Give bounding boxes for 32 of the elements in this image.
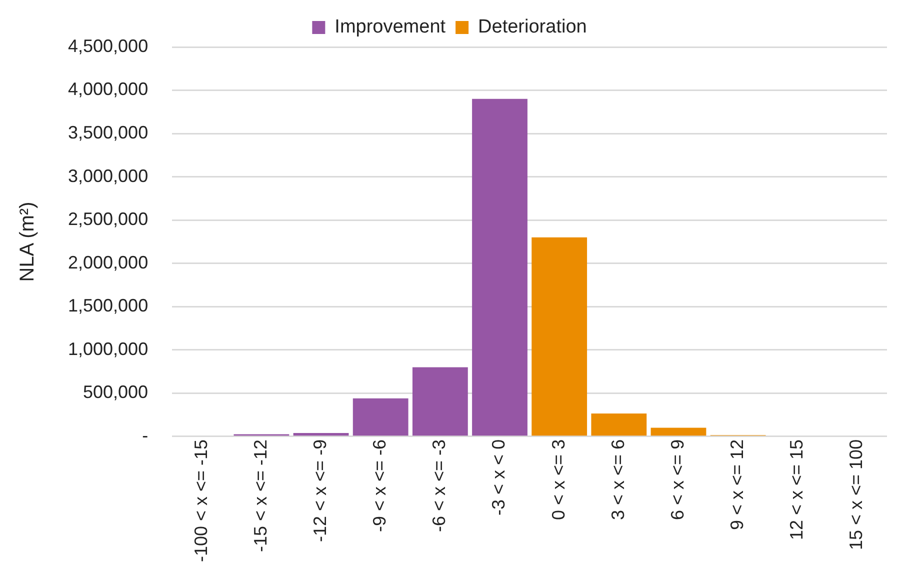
bar (532, 237, 588, 436)
y-tick-label: 3,500,000 (68, 122, 148, 143)
bar (412, 367, 468, 436)
y-tick-label: - (142, 425, 148, 446)
y-tick-label: 3,000,000 (68, 166, 148, 186)
y-tick-label: 1,500,000 (68, 296, 148, 316)
x-tick-label: -15 < x <= -12 (250, 439, 270, 552)
y-tick-label: 4,500,000 (68, 36, 148, 56)
x-tick-label: -6 < x <= -3 (429, 439, 450, 532)
x-tick-label: -9 < x <= -6 (370, 439, 390, 532)
y-tick-label: 2,000,000 (68, 252, 148, 272)
y-axis-title: NLA (m²) (16, 202, 39, 282)
x-tick-label: -3 < x < 0 (488, 439, 509, 516)
legend-label: Improvement (334, 16, 446, 38)
bar (650, 428, 706, 436)
x-tick-label: -12 < x <= -9 (310, 439, 330, 542)
legend-label: Deterioration (478, 16, 587, 38)
bar (352, 398, 408, 436)
y-tick-label: 2,500,000 (68, 209, 148, 230)
x-tick-label: -100 < x <= -15 (190, 439, 211, 562)
x-tick-label: 9 < x <= 12 (727, 439, 748, 530)
bar (293, 432, 349, 436)
x-tick-label: 15 < x <= 100 (846, 439, 866, 550)
x-tick-label: 6 < x <= 9 (667, 439, 688, 520)
x-tick-label: 3 < x <= 6 (608, 439, 628, 520)
y-tick-label: 1,000,000 (68, 338, 148, 359)
y-tick-label: 4,000,000 (68, 79, 148, 100)
bar (591, 413, 647, 436)
y-tick-label: 500,000 (83, 382, 148, 402)
bar (472, 98, 528, 436)
x-tick-label: 0 < x <= 3 (548, 439, 568, 520)
x-tick-label: 12 < x <= 15 (786, 439, 807, 540)
